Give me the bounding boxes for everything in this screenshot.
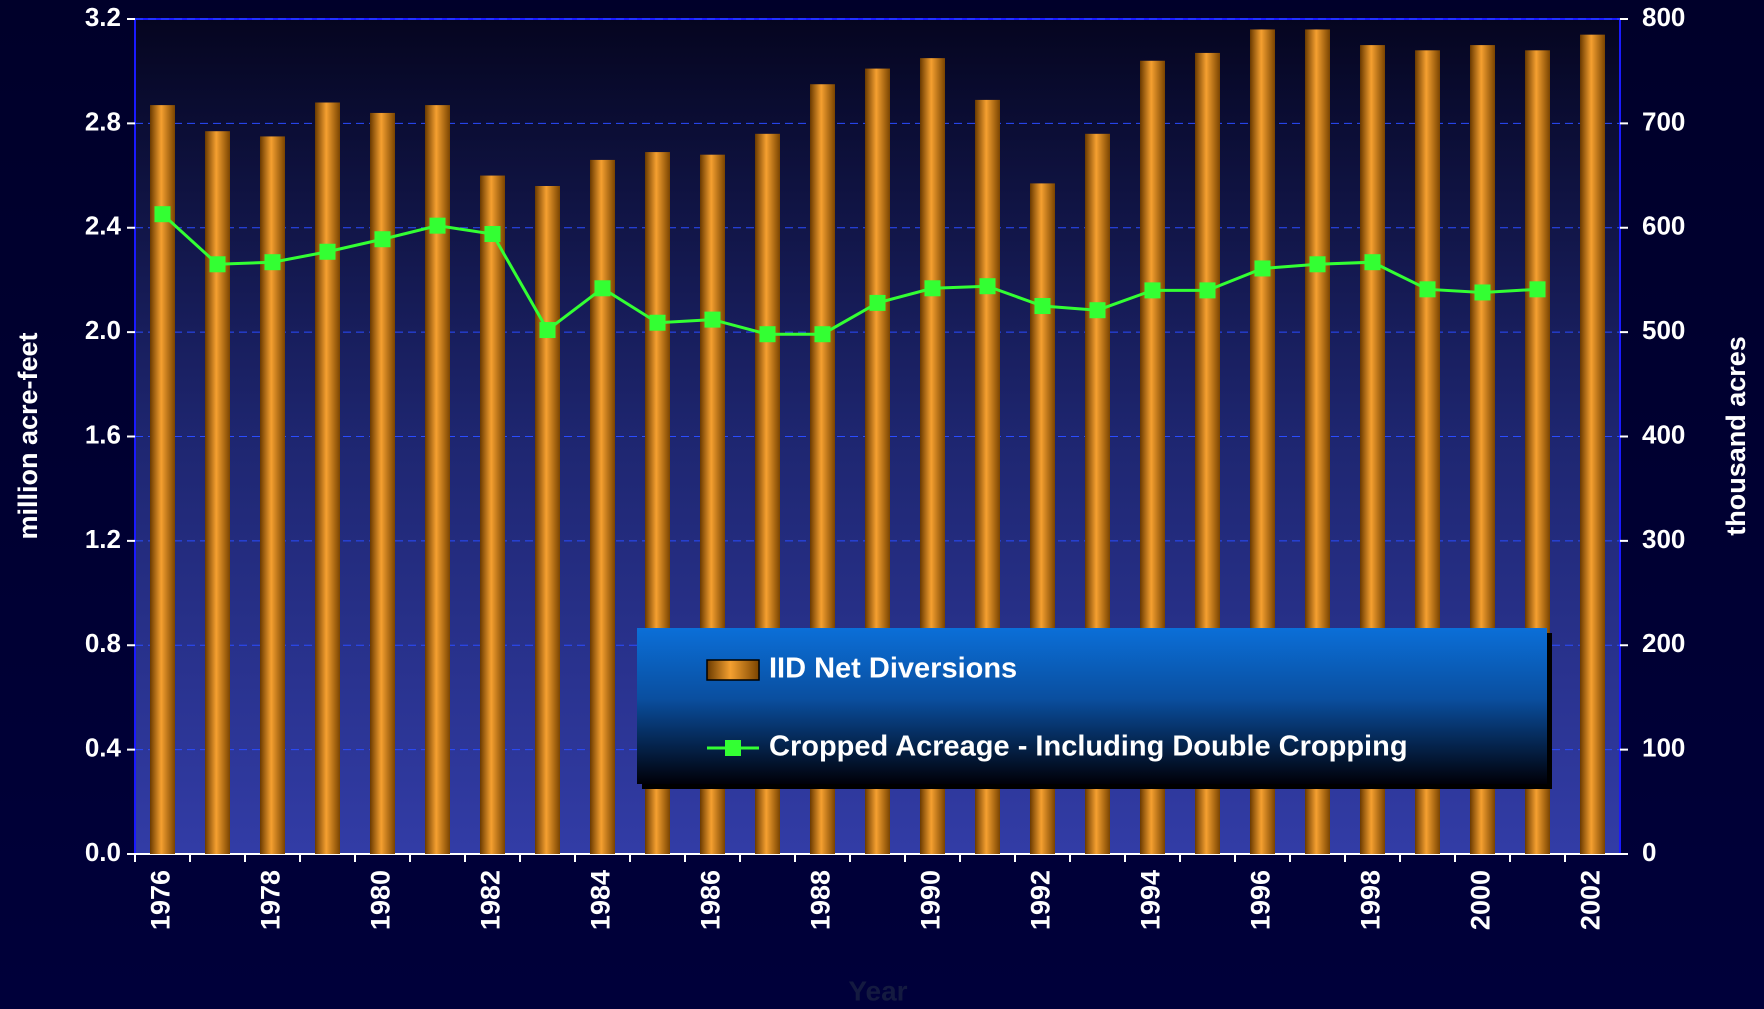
bar bbox=[425, 105, 450, 854]
legend-marker bbox=[725, 740, 741, 756]
marker bbox=[319, 243, 336, 260]
bar bbox=[260, 136, 285, 854]
marker bbox=[1474, 284, 1491, 301]
x-axis-title: Year bbox=[848, 975, 907, 1006]
bar bbox=[1580, 34, 1605, 854]
y-axis-title: million acre-feet bbox=[13, 332, 43, 539]
marker bbox=[154, 206, 171, 223]
x-tick-label: 1986 bbox=[696, 870, 726, 930]
y2-tick-label: 700 bbox=[1642, 106, 1685, 136]
x-tick-label: 1996 bbox=[1246, 870, 1276, 930]
bar bbox=[480, 175, 505, 854]
x-tick-label: 1994 bbox=[1136, 870, 1166, 930]
y-tick-label: 0.4 bbox=[85, 733, 122, 763]
bar bbox=[590, 159, 615, 854]
marker bbox=[594, 280, 611, 297]
y2-tick-label: 500 bbox=[1642, 315, 1685, 345]
marker bbox=[1309, 256, 1326, 273]
marker bbox=[429, 217, 446, 234]
bar bbox=[205, 131, 230, 854]
y2-tick-label: 600 bbox=[1642, 211, 1685, 241]
x-tick-label: 1992 bbox=[1026, 870, 1056, 930]
x-tick-label: 2000 bbox=[1466, 870, 1496, 930]
y2-tick-label: 300 bbox=[1642, 524, 1685, 554]
bar bbox=[150, 105, 175, 854]
marker bbox=[539, 322, 556, 339]
x-tick-label: 1976 bbox=[146, 870, 176, 930]
bar bbox=[535, 186, 560, 854]
x-tick-label: 1984 bbox=[586, 870, 616, 930]
marker bbox=[1254, 260, 1271, 277]
legend bbox=[637, 628, 1547, 784]
marker bbox=[209, 256, 226, 273]
marker bbox=[1364, 254, 1381, 271]
marker bbox=[1034, 298, 1051, 315]
y-tick-label: 2.4 bbox=[85, 211, 122, 241]
marker bbox=[1419, 281, 1436, 298]
y2-tick-label: 100 bbox=[1642, 733, 1685, 763]
y-tick-label: 1.6 bbox=[85, 419, 121, 449]
line bbox=[161, 213, 1538, 336]
marker bbox=[1199, 282, 1216, 299]
marker bbox=[814, 326, 831, 343]
y-tick-label: 0.8 bbox=[85, 628, 121, 658]
y-tick-label: 2.8 bbox=[85, 106, 121, 136]
x-tick-label: 1988 bbox=[806, 870, 836, 930]
x-tick-label: 1998 bbox=[1356, 870, 1386, 930]
marker bbox=[484, 226, 501, 243]
y-tick-label: 0.0 bbox=[85, 837, 121, 867]
marker bbox=[704, 311, 721, 328]
y2-axis-title: thousand acres bbox=[1721, 336, 1751, 536]
marker bbox=[1144, 282, 1161, 299]
y2-tick-label: 800 bbox=[1642, 2, 1685, 32]
marker bbox=[1529, 281, 1546, 298]
legend-label: Cropped Acreage - Including Double Cropp… bbox=[769, 731, 1408, 763]
legend-swatch bbox=[706, 659, 760, 681]
marker bbox=[924, 280, 941, 297]
bar bbox=[370, 112, 395, 854]
legend-label: IID Net Diversions bbox=[769, 653, 1017, 685]
y-tick-label: 1.2 bbox=[85, 524, 121, 554]
bar bbox=[315, 102, 340, 854]
x-tick-label: 1980 bbox=[366, 870, 396, 930]
marker bbox=[869, 294, 886, 311]
x-tick-label: 1978 bbox=[256, 870, 286, 930]
y2-tick-label: 400 bbox=[1642, 419, 1685, 449]
marker bbox=[759, 326, 776, 343]
marker bbox=[979, 278, 996, 295]
x-tick-label: 1990 bbox=[916, 870, 946, 930]
marker bbox=[649, 314, 666, 331]
marker bbox=[264, 254, 281, 271]
y2-tick-label: 0 bbox=[1642, 837, 1656, 867]
x-tick-label: 1982 bbox=[476, 870, 506, 930]
y-tick-label: 3.2 bbox=[85, 2, 121, 32]
y2-tick-label: 200 bbox=[1642, 628, 1685, 658]
marker bbox=[374, 231, 391, 248]
x-tick-label: 2002 bbox=[1576, 870, 1606, 930]
y-tick-label: 2.0 bbox=[85, 315, 121, 345]
marker bbox=[1089, 302, 1106, 319]
